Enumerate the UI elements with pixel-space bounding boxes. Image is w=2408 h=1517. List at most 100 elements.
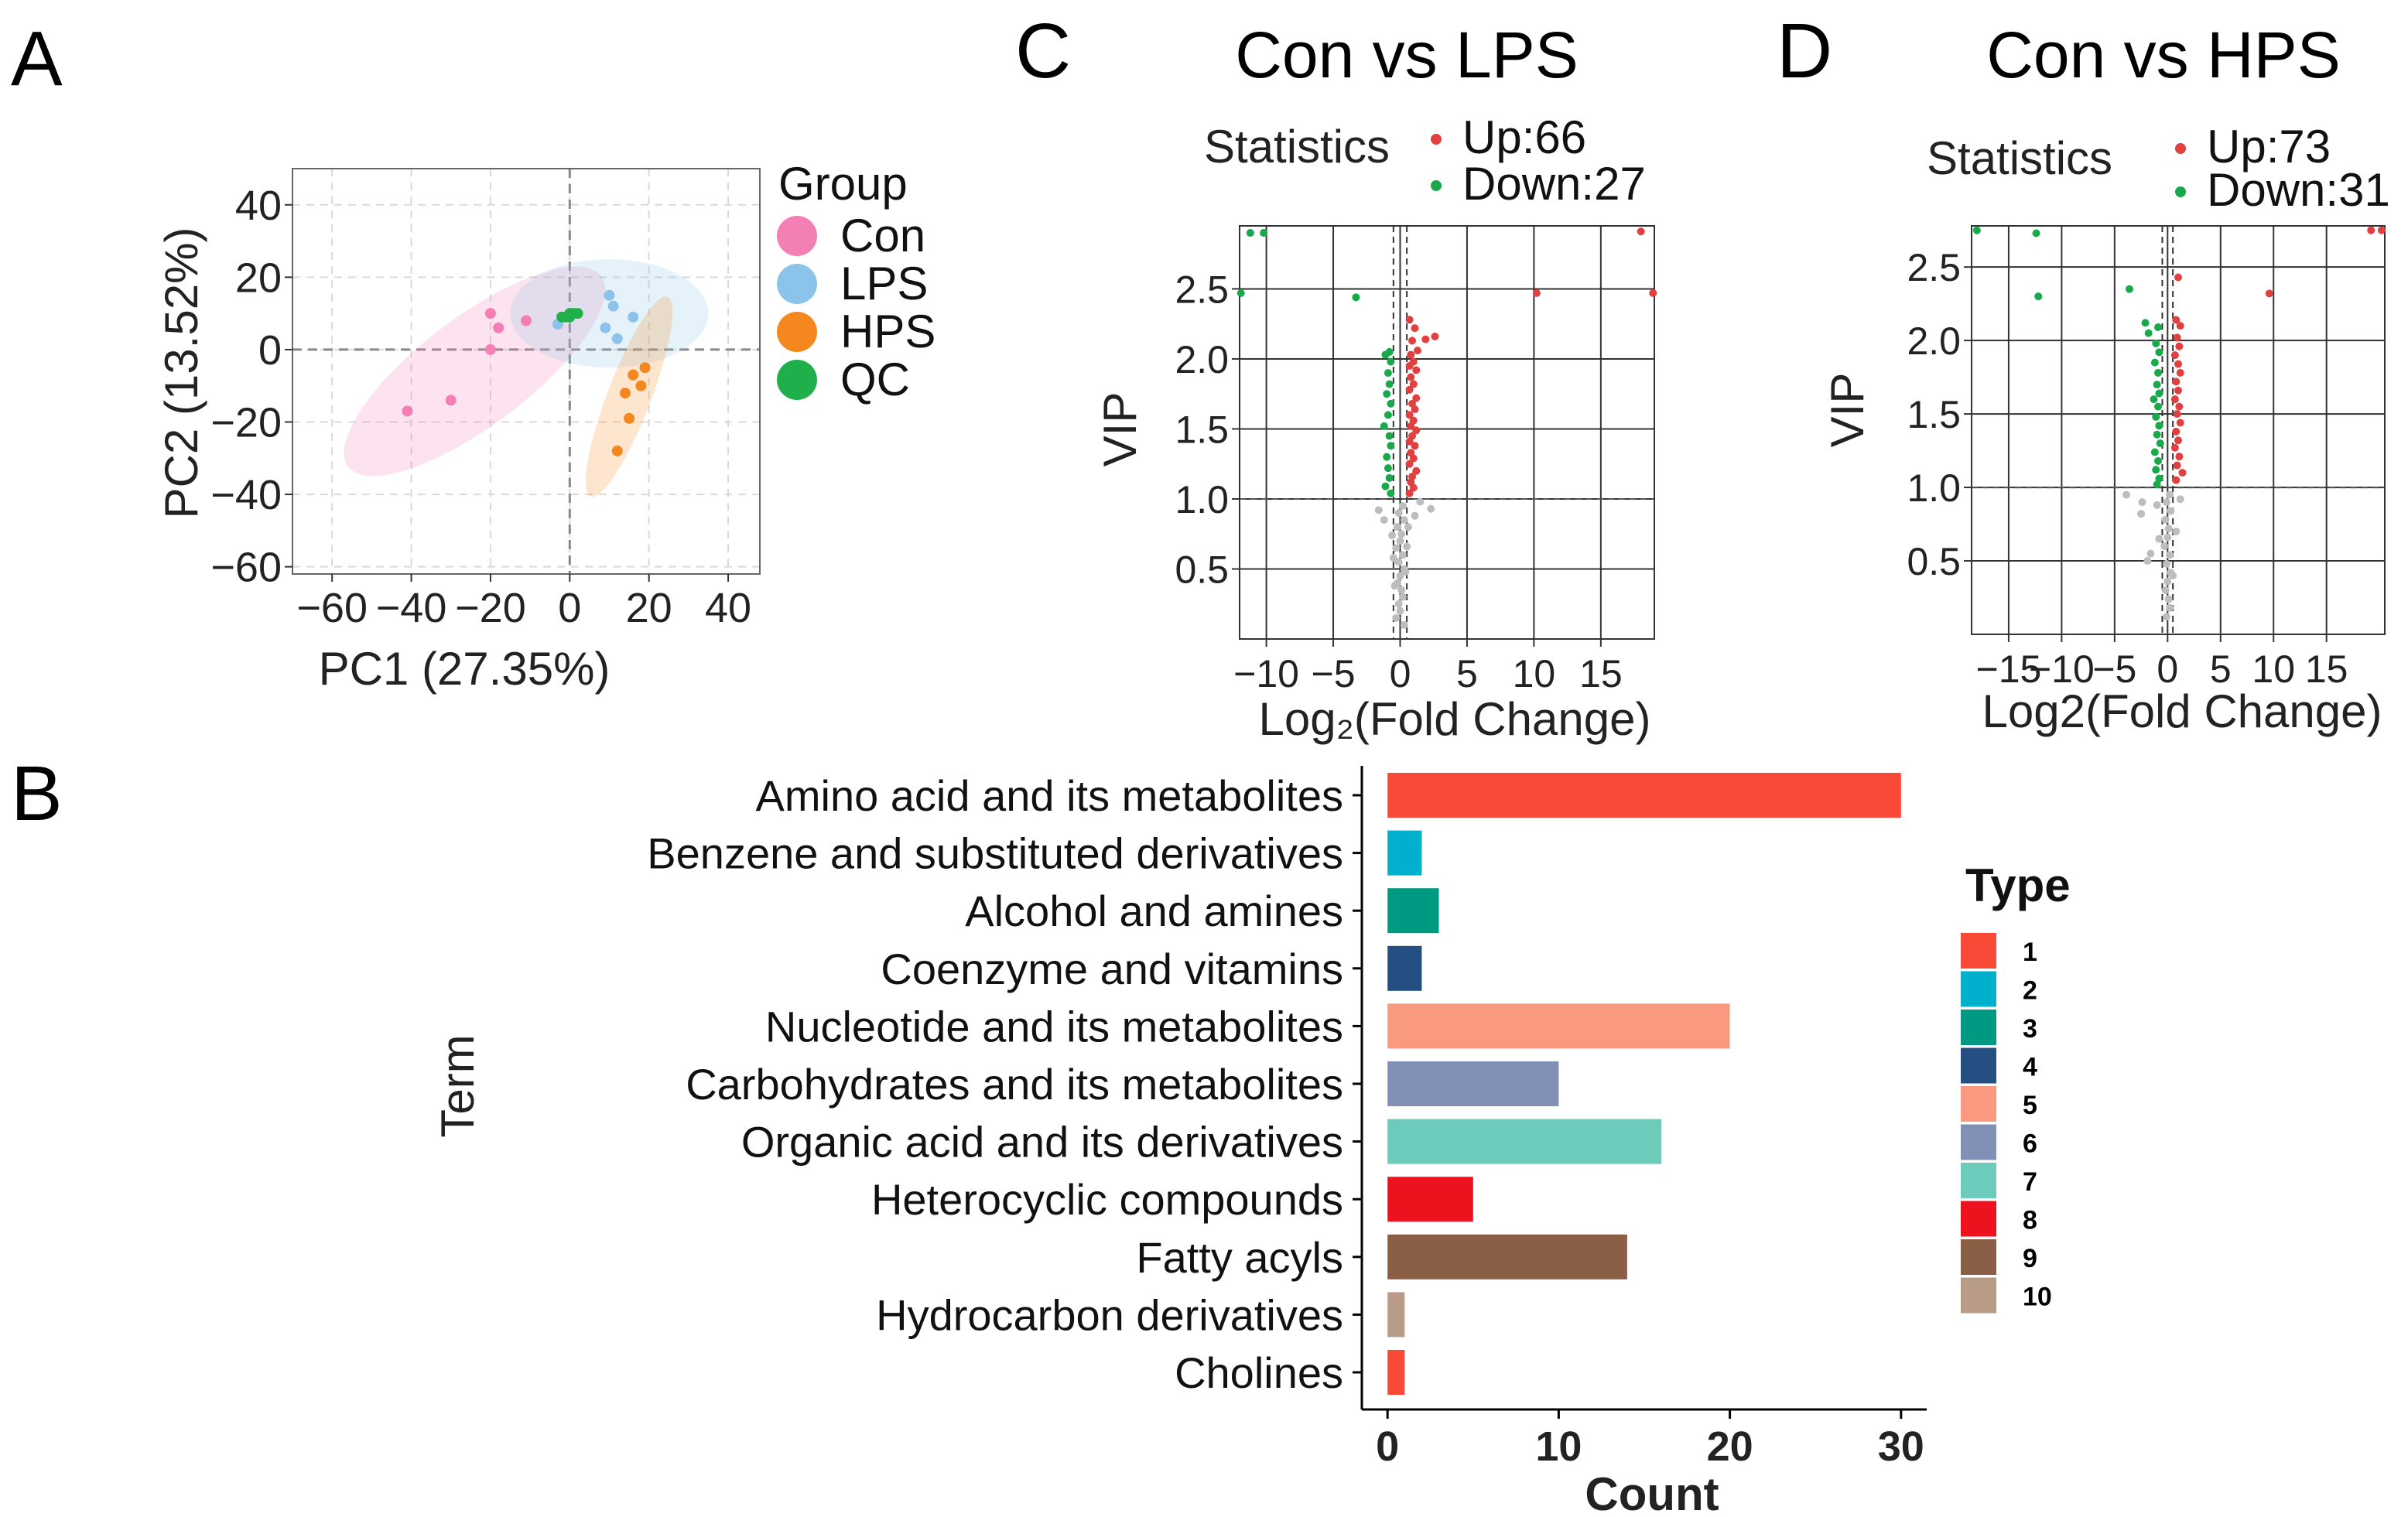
pca-point-hps (611, 445, 623, 456)
volcano-lps-point-not-significant (1403, 542, 1411, 551)
volcano-hps-point-not-significant (2162, 498, 2170, 507)
volcano-hps-title: Con vs HPS (1986, 19, 2341, 91)
pca-y-tick-label: 0 (258, 327, 282, 374)
bar-legend-title: Type (1965, 859, 2071, 911)
volcano-hps-point-not-significant (2161, 586, 2170, 595)
bar-category-label: Alcohol and amines (965, 887, 1343, 935)
volcano-hps-point-not-significant (2164, 595, 2173, 603)
volcano-lps-point-down (1387, 489, 1395, 497)
pca-point-lps (628, 311, 639, 323)
bar-1 (1387, 773, 1901, 818)
bar-5 (1387, 1003, 1730, 1049)
bar-legend-swatch-10 (1961, 1277, 1996, 1314)
volcano-hps-frame (1971, 225, 2386, 635)
volcano-hps-y-tick-label: 2.0 (1907, 319, 1961, 363)
pca-y-axis-label: PC2 (13.52%) (156, 227, 207, 519)
volcano-lps-point-down (1385, 432, 1394, 440)
volcano-lps-point-not-significant (1389, 554, 1397, 562)
volcano-lps-point-up (1412, 466, 1421, 475)
volcano-lps-point-down (1260, 229, 1268, 237)
volcano-lps-point-up (1411, 405, 1419, 414)
pca-x-axis-label: PC1 (27.35%) (319, 643, 611, 695)
volcano-lps-point-up (1405, 437, 1414, 446)
volcano-hps-point-not-significant (2167, 507, 2175, 515)
volcano-lps-points (1236, 227, 1657, 629)
volcano-lps-point-up (1532, 289, 1541, 297)
volcano-lps-point-not-significant (1396, 572, 1404, 580)
volcano-lps-point-down (1387, 442, 1395, 450)
bar-legend-label-9: 9 (2023, 1244, 2037, 1273)
volcano-lps-point-up (1408, 337, 1417, 345)
pca-legend-label-hps: HPS (840, 306, 935, 357)
volcano-lps-point-not-significant (1427, 504, 1435, 513)
bar-category-label: Amino acid and its metabolites (756, 771, 1344, 820)
volcano-lps-point-not-significant (1392, 613, 1401, 622)
volcano-hps-point-down (2150, 395, 2158, 404)
volcano-hps-y-tick-label: 1.0 (1907, 466, 1961, 510)
bar-4 (1387, 945, 1422, 991)
volcano-lps-point-up (1407, 373, 1415, 381)
bar-legend-label-7: 7 (2023, 1167, 2037, 1197)
bar-category-label: Cholines (1175, 1348, 1343, 1397)
bar-y-axis-label: Term (432, 1034, 484, 1137)
volcano-lps-x-tick-label: −5 (1312, 652, 1356, 695)
volcano-lps-y-tick-label: 1.5 (1175, 408, 1229, 451)
bar-3 (1387, 888, 1439, 934)
volcano-lps-point-down (1387, 357, 1395, 366)
volcano-lps-y-tick-label: 0.5 (1175, 548, 1229, 591)
volcano-lps-point-up (1405, 460, 1414, 468)
volcano-hps-point-up (2173, 461, 2181, 470)
volcano-lps-point-not-significant (1400, 620, 1408, 629)
bar-category-label: Benzene and substituted derivatives (647, 829, 1343, 878)
volcano-hps-x-tick-label: −5 (2092, 647, 2136, 691)
volcano-lps-point-down (1383, 453, 1391, 461)
bar-legend-swatch-2 (1961, 971, 1996, 1007)
volcano-hps-point-not-significant (2166, 603, 2174, 612)
volcano-hps-point-not-significant (2161, 515, 2170, 524)
volcano-hps-point-not-significant (2164, 524, 2173, 533)
pca-frame (292, 168, 761, 575)
volcano-lps-point-up (1409, 454, 1418, 463)
pca-points (402, 289, 651, 456)
volcano-hps-point-down (2155, 389, 2163, 398)
pca-point-lps (611, 333, 623, 344)
pca-legend-label-qc: QC (840, 354, 910, 405)
volcano-hps-point-not-significant (2169, 572, 2177, 580)
volcano-lps-point-not-significant (1388, 531, 1397, 540)
volcano-lps-point-not-significant (1394, 600, 1403, 608)
volcano-lps-point-down (1384, 464, 1392, 473)
pca-point-con (484, 343, 496, 355)
volcano-hps-point-down (2155, 474, 2163, 483)
volcano-hps-point-up (2170, 351, 2179, 360)
volcano-lps-point-up (1649, 289, 1657, 297)
pca-grid (292, 168, 761, 575)
volcano-hps-point-up (2175, 453, 2184, 461)
bar-rects (1387, 773, 1901, 1395)
volcano-hps-point-up (2174, 436, 2182, 445)
bar-x-tick-label: 0 (1376, 1423, 1399, 1470)
volcano-hps-point-down (2153, 368, 2162, 377)
bar-legend-label-2: 2 (2023, 976, 2037, 1006)
volcano-hps-point-not-significant (2162, 613, 2170, 621)
bar-x-tick-label: 10 (1535, 1423, 1582, 1470)
volcano-hps-point-up (2170, 395, 2179, 404)
bar-legend-label-5: 5 (2023, 1091, 2037, 1120)
volcano-lps-point-up (1405, 316, 1414, 324)
volcano-hps-point-down (2156, 439, 2164, 448)
volcano-lps-y-axis-label: VIP (1094, 392, 1146, 467)
volcano-lps-legend-swatch-0 (1431, 134, 1442, 145)
volcano-hps-point-not-significant (2176, 495, 2184, 504)
volcano-lps-point-not-significant (1396, 606, 1404, 615)
volcano-lps-point-not-significant (1390, 582, 1399, 590)
pca-legend-swatch-hps (777, 312, 817, 352)
bar-category-labels: Amino acid and its metabolites Benzene an… (647, 771, 1343, 1397)
volcano-hps-x-axis-label: Log2(Fold Change) (1982, 685, 2382, 737)
pca-point-lps (607, 300, 619, 312)
volcano-hps-point-not-significant (2138, 498, 2146, 507)
volcano-hps-point-down (2126, 285, 2134, 293)
volcano-lps-point-not-significant (1394, 558, 1403, 566)
volcano-hps-point-down (2153, 402, 2162, 411)
volcano-lps-point-down (1352, 293, 1360, 302)
volcano-lps-point-not-significant (1398, 551, 1407, 559)
